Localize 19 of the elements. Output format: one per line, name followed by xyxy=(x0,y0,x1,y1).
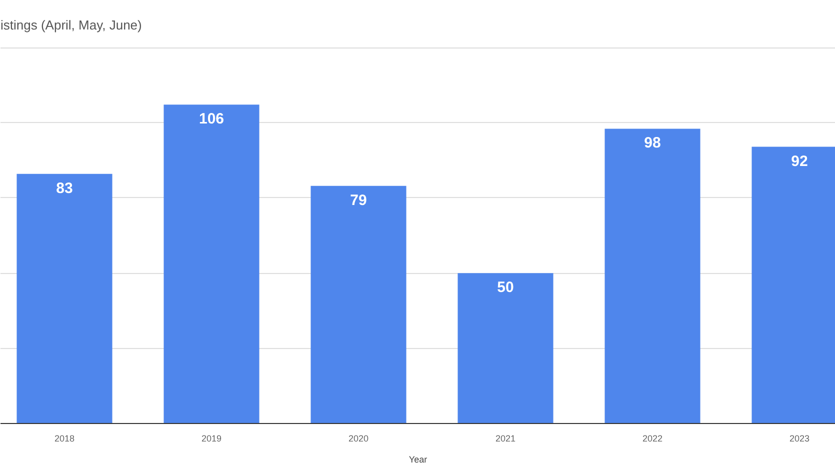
data-label: 83 xyxy=(56,180,73,197)
data-label: 92 xyxy=(791,152,808,170)
data-label: 98 xyxy=(644,134,661,152)
x-tick-label: 2020 xyxy=(348,434,369,444)
data-label: 50 xyxy=(497,279,514,296)
x-tick-label: 2018 xyxy=(54,434,75,444)
x-tick-label: 2022 xyxy=(642,434,663,444)
data-label: 106 xyxy=(198,110,224,128)
bar xyxy=(16,174,112,424)
bar xyxy=(604,128,700,424)
bar xyxy=(458,273,554,424)
x-tick-label: 2019 xyxy=(201,434,222,444)
data-label: 79 xyxy=(350,192,367,209)
x-axis-title: Year xyxy=(408,454,428,464)
x-tick-label: 2023 xyxy=(789,434,810,444)
chart-title: istings (April, May, June) xyxy=(0,18,142,32)
x-tick-label: 2021 xyxy=(495,434,516,444)
bar xyxy=(164,104,260,424)
bar xyxy=(310,186,406,424)
